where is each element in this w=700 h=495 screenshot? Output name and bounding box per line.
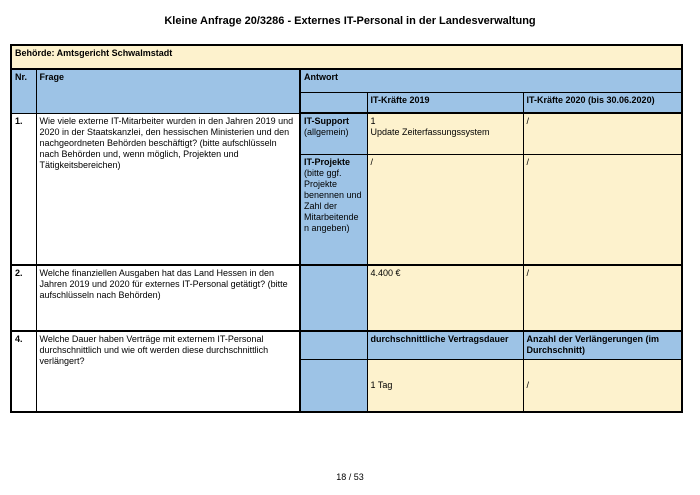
behoerde-row: Behörde: Amtsgericht Schwalmstadt [10,44,683,70]
question-2-answer-2020: / [522,264,683,332]
anfrage-table: Behörde: Amtsgericht Schwalmstadt Nr. Fr… [10,44,684,413]
question-1-projekte-row: IT-Projekte (bitte ggf. Projekte benenne… [11,153,683,266]
question-1-support-label-cell: IT-Support (allgemein) [299,112,368,155]
question-2-label-empty [299,264,368,332]
subcol-header-2020: IT-Kräfte 2020 (bis 30.06.2020) [522,91,683,114]
question-4-answer-2020: / [522,358,683,413]
question-4-text: Welche Dauer haben Verträge mit externem… [35,330,301,413]
col-header-frage: Frage [35,68,301,114]
question-4-number: 4. [10,330,37,413]
question-4-subheader-2020: Anzahl der Verlängerungen (im Durchschni… [522,330,683,360]
question-4-label-empty-bottom [299,358,368,413]
it-support-note: (allgemein) [304,127,349,137]
col-header-nr: Nr. [10,68,37,114]
it-projekte-label: IT-Projekte [304,156,351,167]
column-header-row: Nr. Frage Antwort [10,68,683,114]
it-support-label: IT-Support [304,116,349,126]
question-2-number: 2. [10,264,37,332]
question-4-answer-row: 1 Tag / [11,358,683,413]
question-1-number: 1. [10,112,37,266]
question-4-subheader-row: 4. Welche Dauer haben Verträge mit exter… [10,330,683,413]
question-1-projekte-answer-2020: / [522,153,683,266]
question-2-text: Welche finanziellen Ausgaben hat das Lan… [35,264,301,332]
subcol-header-2019: IT-Kräfte 2019 [366,91,524,114]
question-4-subheader-2019: durchschnittliche Vertragsdauer [366,330,524,360]
question-1-support-row: 1. Wie viele externe IT-Mitarbeiter wurd… [10,112,683,266]
question-1-text: Wie viele externe IT-Mitarbeiter wurden … [35,112,301,266]
question-4-answer-2019: 1 Tag [366,358,524,413]
it-projekte-note: (bitte ggf. Projekte benennen und Zahl d… [304,167,362,233]
page-number: 18 / 53 [336,472,364,482]
question-2-row: 2. Welche finanziellen Ausgaben hat das … [10,264,683,332]
behoerde-header-cell: Behörde: Amtsgericht Schwalmstadt [10,44,683,70]
sub-header-row: IT-Kräfte 2019 IT-Kräfte 2020 (bis 30.06… [11,91,683,114]
question-1-projekte-answer-2019: / [366,153,524,266]
subcol-header-empty [299,91,368,114]
question-1-support-answer-2020: / [522,112,683,155]
question-1-projekte-label-cell: IT-Projekte (bitte ggf. Projekte benenne… [299,153,368,266]
question-1-support-answer-2019: 1 Update Zeiterfassungssystem [366,112,524,155]
col-header-antwort: Antwort [298,68,683,93]
question-2-answer-2019: 4.400 € [366,264,524,332]
page-title: Kleine Anfrage 20/3286 - Externes IT-Per… [164,15,536,27]
question-4-label-empty-top [299,330,368,360]
